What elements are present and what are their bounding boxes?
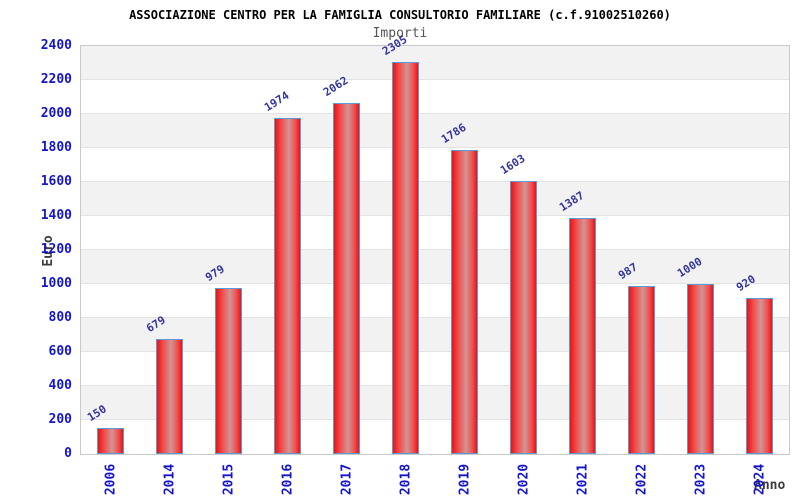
grid-band [81, 386, 789, 420]
y-tick-label: 1800 [40, 140, 72, 155]
y-tick-label: 1000 [40, 276, 72, 291]
y-tick-label: 800 [48, 310, 72, 325]
bar [97, 428, 124, 454]
bar [687, 284, 714, 454]
bar [746, 298, 773, 454]
x-tick-label: 2020 [516, 463, 532, 496]
grid-band [81, 284, 789, 318]
y-tick-label: 1200 [40, 242, 72, 257]
x-axis-title: Anno [754, 478, 786, 493]
grid-band [81, 114, 789, 148]
x-tick-label: 2014 [162, 463, 178, 496]
x-tick-label: 2022 [634, 463, 650, 496]
y-tick-label: 200 [48, 412, 72, 427]
bar [510, 181, 537, 454]
grid-band [81, 318, 789, 352]
bar [451, 150, 478, 454]
y-tick-label: 2200 [40, 72, 72, 87]
grid-band [81, 352, 789, 386]
plot-area [80, 45, 790, 455]
y-tick-label: 2000 [40, 106, 72, 121]
grid-band [81, 80, 789, 114]
grid-band [81, 46, 789, 80]
bar [628, 286, 655, 454]
x-tick-label: 2016 [280, 463, 296, 496]
grid-band [81, 250, 789, 284]
grid-band [81, 420, 789, 454]
bar [333, 103, 360, 454]
grid-band [81, 216, 789, 250]
bar [569, 218, 596, 454]
chart-title: ASSOCIAZIONE CENTRO PER LA FAMIGLIA CONS… [129, 8, 671, 22]
grid-band [81, 148, 789, 182]
x-tick-label: 2024 [752, 463, 768, 496]
bar [215, 288, 242, 454]
chart-subtitle: Importi [372, 26, 428, 41]
bar [392, 62, 419, 454]
bar [156, 339, 183, 454]
y-tick-label: 2400 [40, 38, 72, 53]
x-tick-label: 2015 [221, 463, 237, 496]
x-tick-label: 2021 [575, 463, 591, 496]
y-tick-label: 1600 [40, 174, 72, 189]
x-tick-label: 2023 [693, 463, 709, 496]
y-tick-label: 600 [48, 344, 72, 359]
x-tick-label: 2019 [457, 463, 473, 496]
y-tick-label: 400 [48, 378, 72, 393]
x-tick-label: 2018 [398, 463, 414, 496]
x-tick-label: 2006 [103, 463, 119, 496]
x-tick-label: 2017 [339, 463, 355, 496]
bar [274, 118, 301, 454]
y-tick-label: 1400 [40, 208, 72, 223]
y-tick-label: 0 [64, 446, 72, 461]
grid-band [81, 182, 789, 216]
